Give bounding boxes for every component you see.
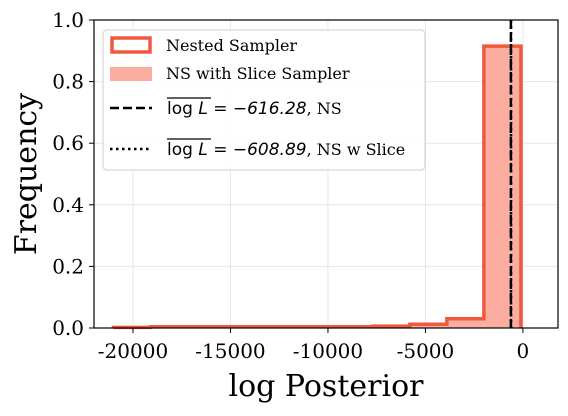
x-tick-label: -15000 [195,339,265,363]
legend-label-nested-sampler: Nested Sampler [166,36,297,55]
hist-bar-ns-slice [484,46,521,328]
x-ticks: -20000 -15000 -10000 -5000 0 [98,328,529,363]
x-tick-label: -20000 [98,339,168,363]
y-axis-title: Frequency [9,93,44,255]
y-ticks: 0.0 0.2 0.4 0.6 0.8 1.0 [52,8,94,340]
y-tick-label: 0.4 [52,193,84,217]
y-tick-label: 0.2 [52,254,84,278]
x-tick-label: -10000 [293,339,363,363]
y-tick-label: 0.8 [52,70,84,94]
x-tick-label: -5000 [397,339,455,363]
y-tick-label: 1.0 [52,8,84,32]
legend: Nested Sampler NS with Slice Sampler log… [103,30,425,170]
legend-swatch-ns-slice [110,67,152,81]
y-tick-label: 0.6 [52,131,84,155]
x-axis-title: log Posterior [229,369,425,404]
y-tick-label: 0.0 [52,316,84,340]
legend-math-ns-slice: log L = −608.89, NS w Slice [167,140,405,160]
hist-bar-ns-slice [447,319,484,328]
x-tick-label: 0 [517,339,530,363]
legend-label-ns-slice: NS with Slice Sampler [166,64,350,83]
legend-math-ns: log L = −616.28, NS [167,99,342,119]
